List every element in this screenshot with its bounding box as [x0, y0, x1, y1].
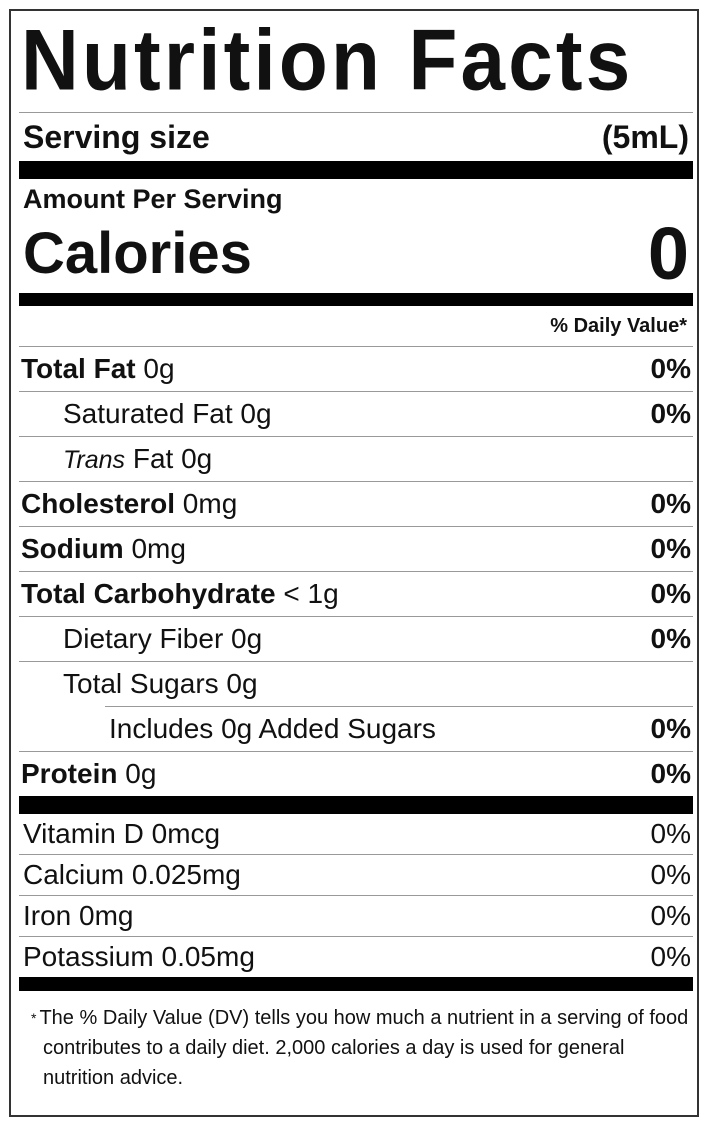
footnote: * The % Daily Value (DV) tells you how mu…	[19, 991, 693, 1093]
thick-divider	[19, 293, 693, 306]
nutrient-label: Dietary Fiber 0g	[63, 623, 262, 655]
nutrient-name: Dietary Fiber	[63, 623, 224, 654]
nutrient-name: Total Sugars	[63, 668, 219, 699]
serving-size-row: Serving size (5mL)	[19, 113, 693, 161]
thick-divider	[19, 977, 693, 991]
nutrient-label: Protein 0g	[21, 758, 156, 790]
divider	[19, 936, 693, 937]
serving-size-value: (5mL)	[601, 118, 689, 155]
divider	[19, 481, 693, 482]
nutrient-label: Trans Fat 0g	[63, 443, 212, 475]
thick-divider	[19, 796, 693, 814]
nutrient-daily-value: 0%	[650, 758, 691, 789]
divider	[105, 706, 693, 707]
nutrient-label: Cholesterol 0mg	[21, 488, 237, 520]
divider	[19, 895, 693, 896]
nutrient-amount: 0mg	[123, 533, 186, 564]
nutrient-label: Total Sugars 0g	[63, 668, 258, 700]
amount-per-serving: Amount Per Serving	[23, 184, 283, 214]
vitamin-row: Calcium 0.025mg 0%	[19, 855, 693, 895]
nutrient-label: Saturated Fat 0g	[63, 398, 272, 430]
nutrient-row: Saturated Fat 0g 0%	[19, 392, 693, 436]
nutrient-row: Includes 0g Added Sugars 0%	[19, 707, 693, 751]
nutrient-daily-value: 0%	[650, 488, 691, 519]
nutrient-name: Sodium	[21, 533, 124, 564]
nutrient-amount: 0g	[135, 353, 175, 384]
footnote-asterisk: *	[31, 1010, 37, 1026]
nutrient-label: Includes 0g Added Sugars	[109, 713, 436, 745]
nutrient-daily-value: 0%	[650, 533, 691, 564]
nutrient-name: Saturated Fat	[63, 398, 233, 429]
nutrient-row: Total Sugars 0g	[19, 662, 693, 706]
nutrient-label: Total Carbohydrate < 1g	[21, 578, 339, 610]
nutrient-row: Total Carbohydrate < 1g 0%	[19, 572, 693, 616]
daily-value-header: % Daily Value*	[550, 315, 687, 337]
nutrient-daily-value: 0%	[650, 623, 691, 654]
vitamin-list: Vitamin D 0mcg 0% Calcium 0.025mg 0% Iron 0m…	[19, 814, 693, 977]
divider	[19, 616, 693, 617]
divider	[19, 571, 693, 572]
serving-size-label: Serving size	[23, 118, 210, 155]
calories-label: Calories	[23, 221, 252, 286]
vitamin-label: Calcium 0.025mg	[23, 859, 241, 890]
vitamin-row: Potassium 0.05mg 0%	[19, 937, 693, 977]
nutrient-row: Dietary Fiber 0g 0%	[19, 617, 693, 661]
vitamin-daily-value: 0%	[650, 859, 691, 890]
thick-divider	[19, 161, 693, 179]
nutrient-name: Trans	[63, 446, 126, 474]
nutrient-amount: 0g	[232, 398, 272, 429]
divider	[19, 112, 693, 113]
nutrient-name-suffix: Fat	[125, 443, 174, 474]
nutrient-amount: 0g	[173, 443, 213, 474]
nutrient-row: Total Fat 0g 0%	[19, 347, 693, 391]
footnote-text: The % Daily Value (DV) tells you how muc…	[39, 1007, 689, 1089]
divider	[19, 661, 693, 662]
nutrient-daily-value: 0%	[650, 578, 691, 609]
nutrient-row: Sodium 0mg 0%	[19, 527, 693, 571]
nutrient-list: Total Fat 0g 0% Saturated Fat 0g 0% Trans Fa…	[19, 346, 693, 796]
divider	[19, 391, 693, 392]
vitamin-label: Potassium 0.05mg	[23, 941, 255, 972]
nutrient-daily-value: 0%	[650, 353, 691, 384]
calories-row: Calories 0	[19, 212, 693, 295]
vitamin-row: Vitamin D 0mcg 0%	[19, 814, 693, 854]
nutrient-name: Protein	[21, 758, 118, 789]
calories-value: 0	[647, 212, 689, 295]
divider	[19, 346, 693, 347]
divider	[19, 751, 693, 752]
nutrient-row: Cholesterol 0mg 0%	[19, 482, 693, 526]
nutrient-daily-value: 0%	[650, 713, 691, 744]
nutrient-row: Protein 0g 0%	[19, 752, 693, 796]
vitamin-label: Iron 0mg	[23, 900, 134, 931]
nutrient-amount: < 1g	[275, 578, 339, 609]
label-title: Nutrition Facts	[21, 11, 634, 108]
nutrition-facts-label: Nutrition Facts Serving size (5mL) Amoun…	[9, 9, 699, 1117]
vitamin-daily-value: 0%	[650, 900, 691, 931]
nutrient-label: Sodium 0mg	[21, 533, 186, 565]
nutrient-amount: 0g	[117, 758, 157, 789]
nutrient-row: Trans Fat 0g	[19, 437, 693, 481]
nutrient-amount: 0g	[223, 623, 263, 654]
nutrient-name: Cholesterol	[21, 488, 176, 519]
nutrient-name: Total Carbohydrate	[21, 578, 276, 609]
nutrient-name: Total Fat	[21, 353, 136, 384]
nutrient-label: Total Fat 0g	[21, 353, 175, 385]
vitamin-row: Iron 0mg 0%	[19, 896, 693, 936]
vitamin-daily-value: 0%	[650, 818, 691, 849]
nutrient-daily-value: 0%	[650, 398, 691, 429]
divider	[19, 854, 693, 855]
divider	[19, 526, 693, 527]
vitamin-daily-value: 0%	[650, 941, 691, 972]
vitamin-label: Vitamin D 0mcg	[23, 818, 221, 849]
nutrient-amount: 0g	[218, 668, 258, 699]
divider	[19, 436, 693, 437]
nutrient-amount: 0mg	[175, 488, 238, 519]
nutrient-name: Includes 0g Added Sugars	[109, 713, 436, 744]
